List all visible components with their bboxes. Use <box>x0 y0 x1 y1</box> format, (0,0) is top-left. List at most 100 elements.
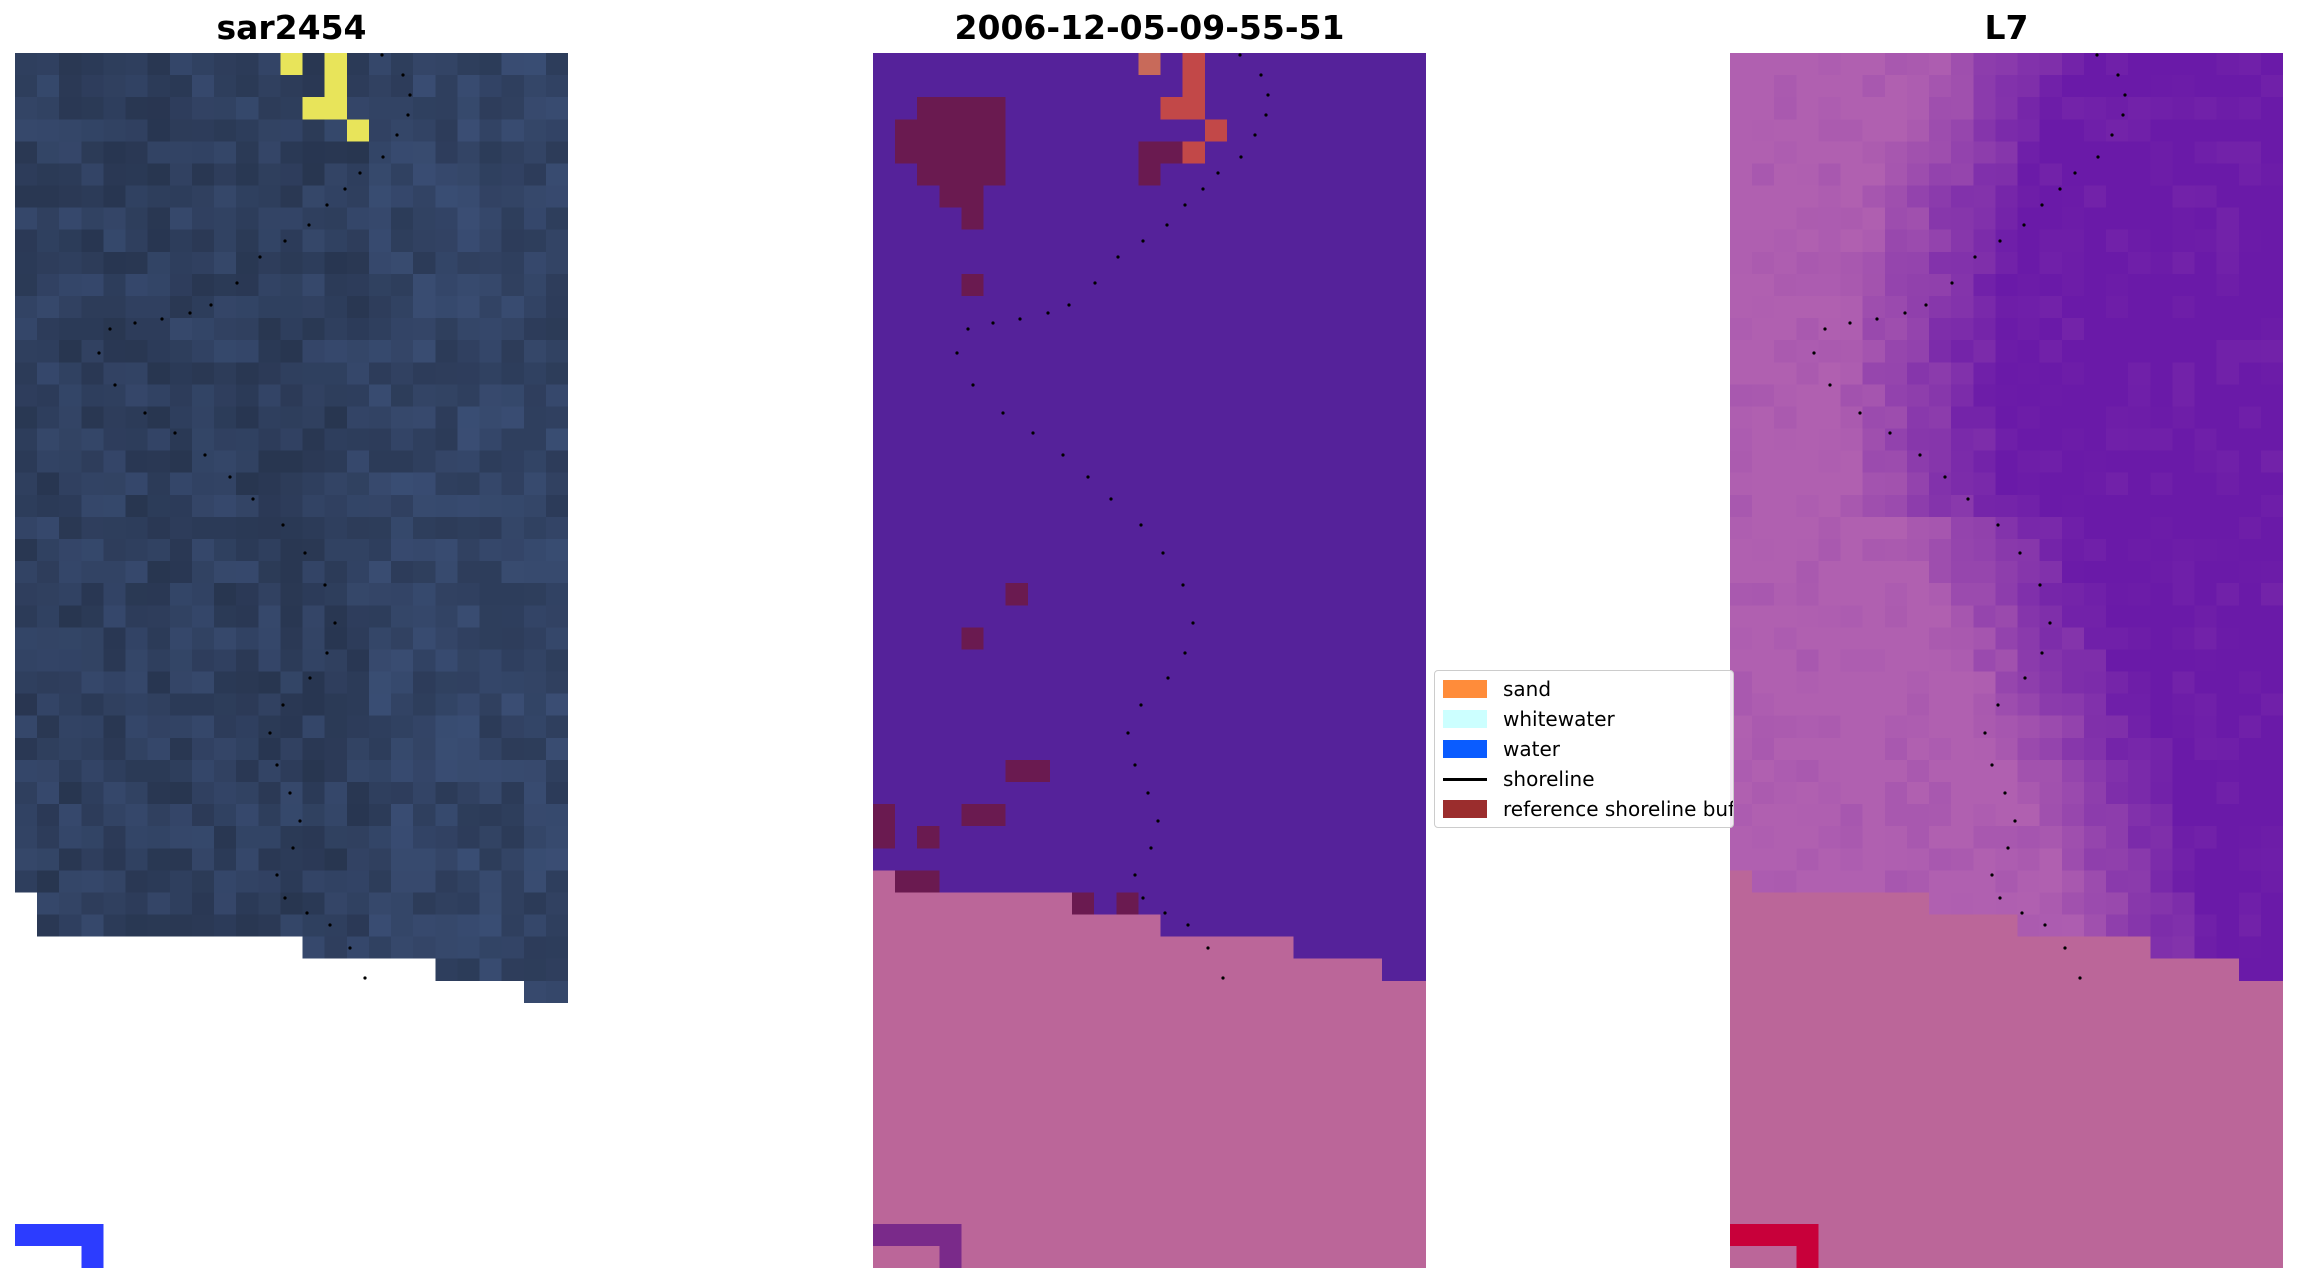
shoreline-point <box>1165 223 1169 227</box>
shoreline-dots-classification <box>955 53 1270 980</box>
shoreline-point <box>275 763 279 767</box>
shoreline-point <box>348 946 352 950</box>
shoreline-line-icon <box>1443 777 1487 781</box>
shoreline-point <box>173 431 177 435</box>
shoreline-point <box>2038 583 2042 587</box>
shoreline-point <box>1990 873 1994 877</box>
shoreline-point <box>209 303 213 307</box>
shoreline-point <box>235 281 239 285</box>
shoreline-point <box>325 651 329 655</box>
shoreline-point <box>2040 203 2044 207</box>
shoreline-point <box>971 383 975 387</box>
shoreline-point <box>1133 763 1137 767</box>
shoreline-point <box>2018 551 2022 555</box>
shoreline-point <box>2023 676 2027 680</box>
shoreline-point <box>1216 171 1220 175</box>
shoreline-point <box>1966 497 1970 501</box>
shoreline-point <box>188 311 192 315</box>
shoreline-point <box>97 351 101 355</box>
shoreline-point <box>333 621 337 625</box>
shoreline-point <box>2121 113 2125 117</box>
shoreline-point <box>1918 453 1922 457</box>
shoreline-point <box>323 583 327 587</box>
shoreline-point <box>1183 651 1187 655</box>
shoreline-point <box>1191 621 1195 625</box>
whitewater-swatch-icon <box>1443 710 1487 728</box>
shoreline-point <box>1998 239 2002 243</box>
shoreline-point <box>307 223 311 227</box>
shoreline-point <box>991 321 995 325</box>
legend-item-shoreline: shoreline <box>1443 764 1595 794</box>
shoreline-point <box>258 255 262 259</box>
shoreline-point <box>1001 411 1005 415</box>
shoreline-point <box>1183 203 1187 207</box>
shoreline-point <box>133 321 137 325</box>
shoreline-point <box>1950 281 1954 285</box>
legend-label-whitewater: whitewater <box>1503 707 1615 731</box>
shoreline-point <box>1141 239 1145 243</box>
shoreline-point <box>1146 791 1150 795</box>
shoreline-point <box>108 327 112 331</box>
shoreline-point <box>283 896 287 900</box>
shoreline-point <box>291 846 295 850</box>
panel-title-l7: L7 <box>1984 8 2029 47</box>
shoreline-point <box>308 676 312 680</box>
shoreline-point <box>1264 113 1268 117</box>
water-swatch-icon <box>1443 740 1487 758</box>
sar-image-panel <box>15 53 568 1268</box>
sand-swatch-icon <box>1443 680 1487 698</box>
shoreline-point <box>281 523 285 527</box>
shoreline-point <box>1221 976 1225 980</box>
l7-image-panel <box>1730 53 2283 1268</box>
shoreline-point <box>1206 946 1210 950</box>
shoreline-point <box>251 497 255 501</box>
shoreline-point <box>955 351 959 355</box>
shoreline-point <box>1996 523 2000 527</box>
panel-title-sar: sar2454 <box>216 8 367 47</box>
legend-label-water: water <box>1503 737 1560 761</box>
shoreline-point <box>1093 281 1097 285</box>
shoreline-point <box>325 203 329 207</box>
shoreline-point <box>2123 93 2127 97</box>
shoreline-point <box>1848 321 1852 325</box>
shoreline-point <box>1998 896 2002 900</box>
shoreline-point <box>1018 317 1022 321</box>
shoreline-point <box>1061 453 1065 457</box>
shoreline-dots-l7 <box>1812 53 2127 980</box>
shoreline-point <box>160 317 164 321</box>
shoreline-point <box>2058 187 2062 191</box>
shoreline-point <box>406 113 410 117</box>
reference-buffer-swatch-icon <box>1443 800 1487 818</box>
legend-label-reference-buffer: reference shoreline buffer <box>1503 797 1734 821</box>
shoreline-point <box>1133 873 1137 877</box>
shoreline-point <box>1903 311 1907 315</box>
shoreline-point <box>1239 155 1243 159</box>
shoreline-point <box>203 453 207 457</box>
shoreline-point <box>966 327 970 331</box>
legend-label-sand: sand <box>1503 677 1552 701</box>
shoreline-point <box>401 73 405 77</box>
shoreline-point <box>2116 73 2120 77</box>
shoreline-point <box>358 171 362 175</box>
shoreline-point <box>2006 846 2010 850</box>
shoreline-point <box>2003 791 2007 795</box>
shoreline-point <box>1163 911 1167 915</box>
shoreline-point <box>113 383 117 387</box>
shoreline-point <box>1046 311 1050 315</box>
shoreline-point <box>2095 53 2099 57</box>
shoreline-point <box>343 187 347 191</box>
shoreline-point <box>2078 976 2082 980</box>
shoreline-point <box>1924 303 1928 307</box>
shoreline-point <box>1990 763 1994 767</box>
shoreline-point <box>2020 911 2024 915</box>
shoreline-point <box>1812 351 1816 355</box>
shoreline-point <box>303 551 307 555</box>
shoreline-point <box>1259 73 1263 77</box>
shoreline-point <box>1875 317 1879 321</box>
shoreline-point <box>1266 93 1270 97</box>
shoreline-point <box>1238 53 1242 57</box>
shoreline-point <box>1983 731 1987 735</box>
shoreline-point <box>328 923 332 927</box>
shoreline-point <box>1823 327 1827 331</box>
shoreline-point <box>1149 846 1153 850</box>
